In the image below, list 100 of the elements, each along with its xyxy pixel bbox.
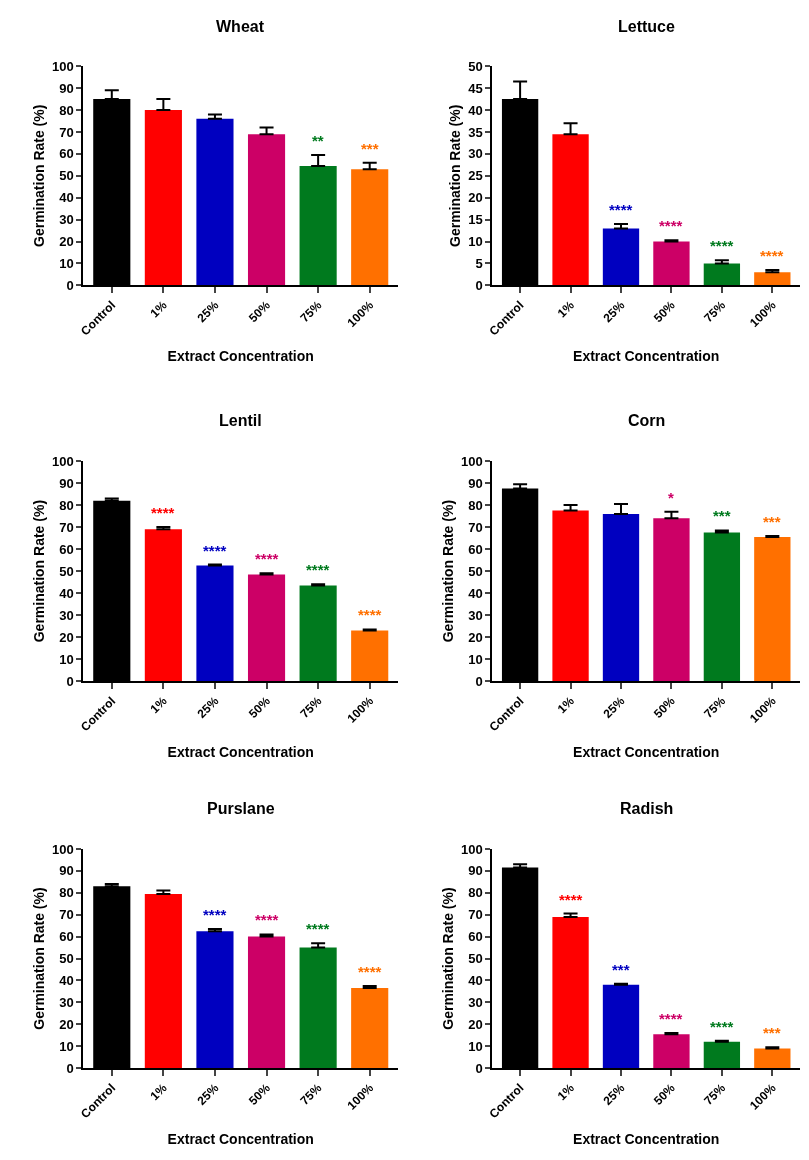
y-tick-label: 60	[59, 146, 74, 162]
annotation: ****	[306, 561, 330, 578]
y-tick-label: 60	[59, 929, 74, 945]
y-tick-label: 30	[59, 607, 74, 623]
y-tick-label: 90	[468, 475, 483, 491]
y-tick-label: 40	[468, 102, 483, 118]
bar	[351, 988, 389, 1069]
y-tick-label: 40	[59, 190, 74, 206]
y-tick-label: 60	[59, 541, 74, 557]
y-tick-label: 50	[468, 563, 483, 579]
y-tick-label: 40	[59, 585, 74, 601]
bar	[552, 916, 589, 1069]
bar	[754, 536, 791, 682]
annotation: *	[668, 489, 674, 506]
bar	[703, 1041, 741, 1069]
chart-title: Lentil	[219, 412, 262, 429]
y-tick-label: 20	[59, 629, 74, 645]
y-tick-label: 25	[468, 168, 483, 184]
y-tick-label: 10	[59, 1038, 74, 1054]
x-axis-title: Extract Concentration	[573, 1130, 720, 1147]
y-tick-label: 100	[52, 841, 74, 857]
x-tick-label: 1%	[554, 297, 578, 321]
chart-title: Corn	[628, 412, 666, 429]
y-tick-label: 20	[468, 190, 483, 206]
chart-title: Lettuce	[618, 18, 675, 35]
y-tick-label: 50	[59, 951, 74, 967]
y-tick-label: 80	[468, 497, 483, 513]
annotation: ***	[713, 507, 731, 524]
bar	[754, 1048, 791, 1069]
y-tick-label: 20	[468, 629, 483, 645]
y-tick-label: 20	[59, 234, 74, 250]
y-tick-label: 30	[468, 607, 483, 623]
y-tick-label: 50	[468, 951, 483, 967]
y-tick-label: 40	[468, 585, 483, 601]
bar	[196, 565, 234, 682]
y-tick-label: 70	[468, 519, 483, 535]
x-tick-label: 1%	[554, 1080, 578, 1104]
y-axis-title: Germination Rate (%)	[447, 104, 464, 247]
y-tick-label: 30	[468, 146, 483, 162]
bar	[602, 228, 640, 286]
chart-title: Purslane	[207, 800, 275, 817]
annotation: ***	[361, 140, 379, 157]
annotation: ****	[559, 891, 583, 908]
y-tick-label: 100	[461, 841, 483, 857]
bar	[653, 1034, 690, 1069]
y-tick-label: 30	[468, 994, 483, 1010]
y-tick-label: 0	[475, 277, 483, 293]
bar	[247, 936, 286, 1069]
y-tick-label: 90	[59, 863, 74, 879]
annotation: ****	[203, 906, 227, 923]
chart-title: Wheat	[216, 18, 265, 35]
annotation: ***	[763, 513, 781, 530]
bar	[754, 272, 791, 286]
y-tick-label: 35	[468, 124, 483, 140]
x-axis-title: Extract Concentration	[167, 1130, 314, 1147]
annotation: ***	[612, 961, 630, 978]
y-tick-label: 20	[468, 1016, 483, 1032]
annotation: ****	[255, 550, 279, 567]
annotation: **	[312, 132, 324, 149]
y-tick-label: 50	[59, 168, 74, 184]
y-tick-label: 50	[59, 563, 74, 579]
bar	[196, 931, 234, 1069]
bar	[196, 118, 234, 286]
annotation: ****	[609, 201, 633, 218]
bar	[703, 263, 741, 286]
annotation: ****	[358, 963, 382, 980]
bar	[351, 630, 389, 682]
bar	[299, 585, 337, 682]
y-tick-label: 100	[52, 453, 74, 469]
y-tick-label: 45	[468, 80, 483, 96]
bar	[653, 518, 690, 682]
y-tick-label: 0	[66, 673, 74, 689]
x-axis-title: Extract Concentration	[167, 743, 314, 760]
bar	[144, 893, 182, 1069]
y-tick-label: 100	[461, 453, 483, 469]
annotation: ****	[255, 911, 279, 928]
x-tick-label: 1%	[147, 297, 170, 321]
x-tick-label: 1%	[554, 693, 578, 717]
y-axis-title: Germination Rate (%)	[31, 887, 48, 1030]
bar	[299, 947, 337, 1069]
y-tick-label: 30	[59, 994, 74, 1010]
y-tick-label: 10	[468, 1038, 483, 1054]
annotation: ****	[151, 504, 175, 521]
y-tick-label: 40	[468, 973, 483, 988]
y-tick-label: 80	[468, 885, 483, 901]
y-tick-label: 70	[468, 907, 483, 923]
y-axis-title: Germination Rate (%)	[31, 499, 48, 643]
annotation: ****	[659, 1010, 683, 1027]
y-tick-label: 70	[59, 124, 74, 140]
bar	[552, 134, 589, 286]
y-axis-title: Germination Rate (%)	[440, 499, 457, 643]
x-tick-label: 1%	[147, 1080, 170, 1104]
y-tick-label: 15	[468, 212, 483, 228]
y-tick-label: 10	[468, 234, 483, 250]
bar	[144, 110, 182, 286]
bar	[351, 169, 389, 286]
y-tick-label: 90	[468, 863, 483, 879]
y-axis-title: Germination Rate (%)	[440, 887, 457, 1030]
annotation: ****	[710, 237, 734, 254]
y-tick-label: 100	[52, 58, 74, 74]
